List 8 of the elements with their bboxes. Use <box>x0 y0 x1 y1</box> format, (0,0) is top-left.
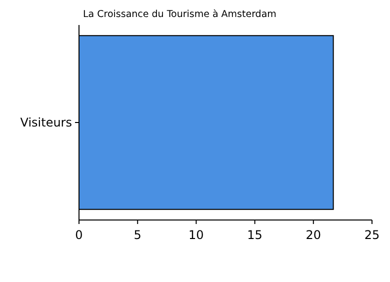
x-tick-label: 20 <box>306 228 322 242</box>
x-tick-label: 15 <box>247 228 262 242</box>
y-tick-label: Visiteurs <box>20 116 72 130</box>
chart-title: La Croissance du Tourisme à Amsterdam <box>83 9 276 20</box>
x-tick-label: 10 <box>188 228 204 242</box>
x-tick-label: 5 <box>134 228 142 242</box>
x-tick-label: 25 <box>364 228 380 242</box>
x-tick-label: 0 <box>75 228 83 242</box>
